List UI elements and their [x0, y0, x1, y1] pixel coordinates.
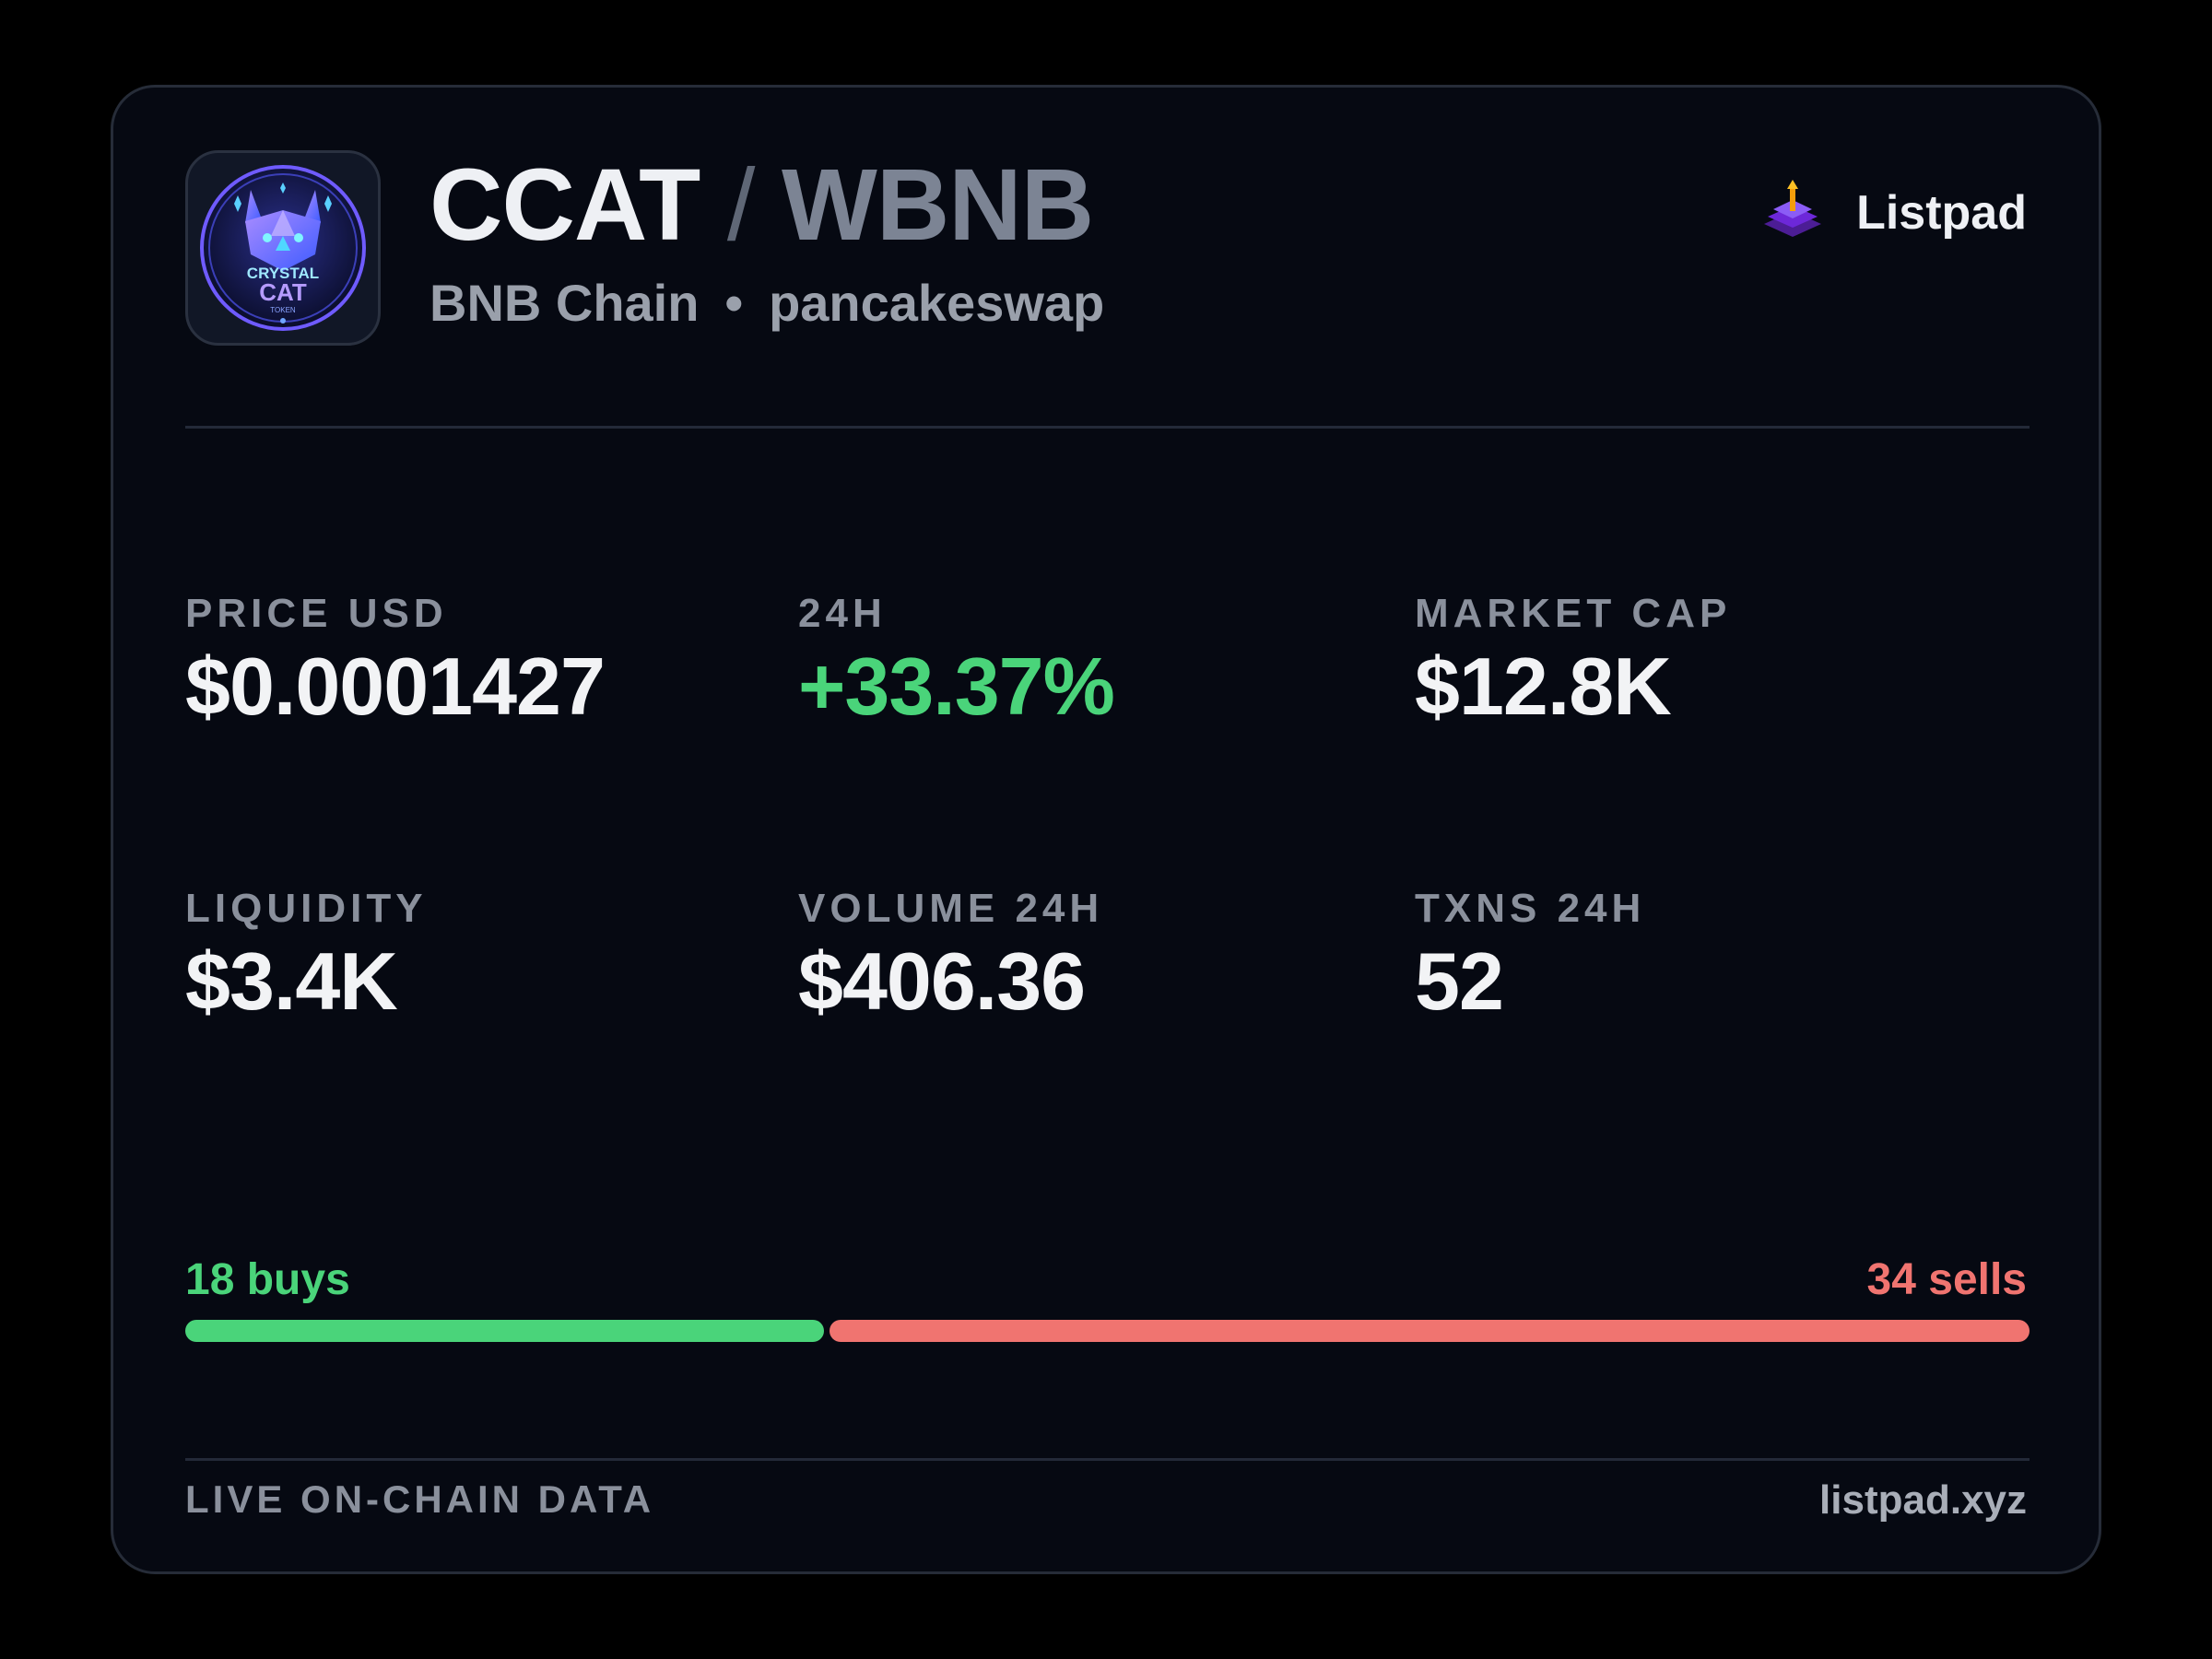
stat-txns-24h: TXNS 24H 52	[1415, 885, 1645, 1027]
pair-title: CCAT / WBNB	[429, 147, 1094, 265]
svg-text:CRYSTAL: CRYSTAL	[247, 265, 319, 282]
stat-label: PRICE USD	[185, 591, 448, 636]
dex-name: pancakeswap	[769, 274, 1105, 332]
footer-divider	[185, 1458, 2030, 1461]
stat-value: $0.0001427	[185, 640, 606, 732]
buy-sell-ratio-bar	[185, 1320, 2030, 1342]
sell-bar-segment	[829, 1320, 2030, 1342]
stat-volume-24h: VOLUME 24H $406.36	[798, 885, 1103, 1027]
chain-name: BNB Chain	[429, 274, 700, 332]
pair-subtitle: BNB Chain • pancakeswap	[429, 272, 1104, 334]
brand-name: Listpad	[1856, 185, 2027, 240]
stat-label: MARKET CAP	[1415, 591, 1732, 636]
stat-label: LIQUIDITY	[185, 886, 428, 931]
sells-count: 34 sells	[1866, 1255, 2027, 1304]
crystal-cat-icon: CRYSTAL CAT TOKEN	[200, 165, 366, 331]
buy-bar-segment	[185, 1320, 824, 1342]
footer-caption: LIVE ON-CHAIN DATA	[185, 1477, 655, 1521]
buys-count: 18 buys	[185, 1255, 350, 1304]
stat-change-24h: 24H +33.37%	[798, 590, 1115, 732]
brand[interactable]: Listpad	[1760, 180, 2027, 246]
pair-separator: /	[726, 148, 756, 262]
quote-symbol: WBNB	[782, 148, 1094, 262]
footer-link[interactable]: listpad.xyz	[1819, 1477, 2027, 1523]
pair-card: CRYSTAL CAT TOKEN CCAT / WBNB BNB Chain •…	[111, 85, 2101, 1574]
stat-value: $406.36	[798, 935, 1086, 1027]
svg-text:TOKEN: TOKEN	[270, 306, 296, 314]
stat-value: $3.4K	[185, 935, 398, 1027]
stat-price: PRICE USD $0.0001427	[185, 590, 606, 732]
separator-dot: •	[724, 274, 744, 332]
stat-label: TXNS 24H	[1415, 886, 1646, 931]
header-divider	[185, 426, 2030, 429]
stat-label: VOLUME 24H	[798, 886, 1104, 931]
stat-value: +33.37%	[798, 640, 1115, 732]
token-logo: CRYSTAL CAT TOKEN	[185, 150, 381, 346]
stat-value: $12.8K	[1415, 640, 1672, 732]
stat-market-cap: MARKET CAP $12.8K	[1415, 590, 1731, 732]
stat-liquidity: LIQUIDITY $3.4K	[185, 885, 428, 1027]
listpad-logo-icon	[1764, 180, 1822, 237]
stat-value: 52	[1415, 935, 1504, 1027]
base-symbol: CCAT	[429, 148, 700, 262]
stat-label: 24H	[798, 591, 887, 636]
svg-text:CAT: CAT	[259, 278, 307, 306]
